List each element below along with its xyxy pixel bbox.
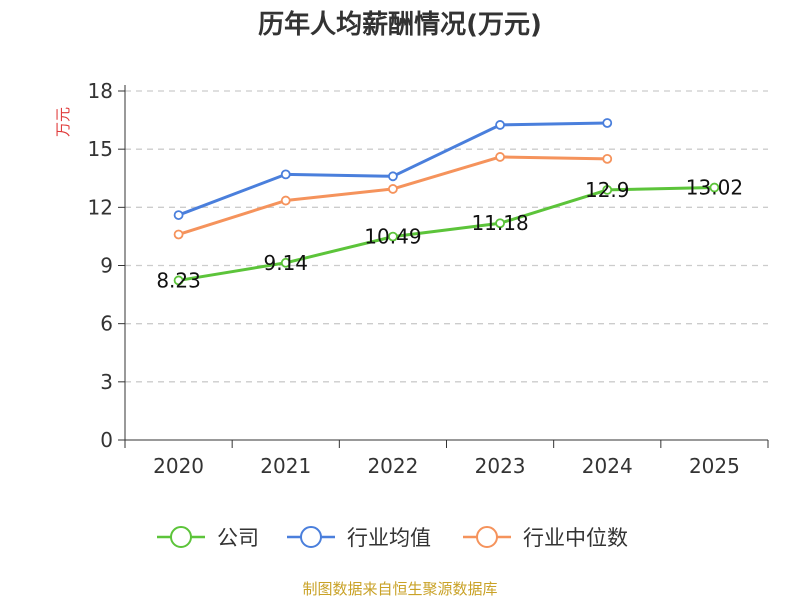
x-tick-label: 2023 [475, 454, 526, 478]
x-tick-labels: 2020 2021 2022 2023 2024 2025 [124, 440, 769, 478]
source-note: 制图数据来自恒生聚源数据库 [302, 580, 497, 598]
data-label: 11.18 [471, 211, 528, 235]
data-point [173, 210, 184, 220]
data-point [388, 184, 398, 194]
data-point [602, 118, 613, 128]
y-tick-labels: 0 3 6 9 12 15 18 [88, 79, 125, 452]
y-tick-label: 12 [88, 195, 113, 219]
data-label: 8.23 [156, 268, 201, 292]
data-labels: 8.23 9.14 10.49 11.18 12.9 13.02 [156, 176, 743, 293]
legend-item: 行业均值 [287, 526, 431, 550]
data-label: 10.49 [364, 225, 421, 249]
x-tick-label: 2022 [367, 454, 418, 478]
legend-label: 行业中位数 [523, 526, 628, 550]
data-point [280, 257, 291, 268]
legend-item: 公司 [157, 526, 259, 550]
y-tick-label: 0 [100, 428, 113, 452]
data-point [388, 171, 398, 182]
series-line [177, 186, 716, 282]
legend-item: 行业中位数 [463, 526, 628, 550]
legend-marker [170, 526, 192, 548]
data-label: 13.02 [686, 176, 743, 200]
data-point [388, 231, 398, 242]
x-tick-label: 2020 [153, 454, 204, 478]
series-0 [173, 182, 720, 286]
data-point [280, 195, 291, 206]
data-label: 12.9 [585, 178, 630, 202]
x-tick-label: 2024 [582, 454, 633, 478]
series-1 [173, 118, 613, 220]
chart-title: 历年人均薪酬情况(万元) [258, 9, 542, 40]
y-tick-label: 6 [100, 312, 113, 336]
legend-label: 公司 [217, 526, 259, 550]
x-tick-label: 2025 [689, 454, 740, 478]
data-point [173, 229, 184, 240]
y-tick-label: 15 [88, 137, 113, 161]
gridlines [125, 90, 768, 383]
data-point [709, 182, 720, 193]
y-axis-title: 万元 [54, 107, 72, 137]
series-line [177, 121, 609, 217]
data-point [495, 152, 505, 162]
series-2 [173, 152, 613, 240]
data-point [602, 153, 613, 164]
y-tick-label: 18 [88, 79, 113, 103]
data-label: 9.14 [263, 251, 308, 275]
data-point [495, 218, 505, 229]
legend-marker [476, 526, 498, 548]
legend-marker [300, 526, 322, 548]
data-point [602, 184, 613, 195]
y-tick-label: 9 [100, 254, 113, 278]
x-tick-label: 2021 [260, 454, 311, 478]
data-point [280, 169, 291, 180]
y-tick-label: 3 [100, 370, 113, 394]
data-point [173, 275, 184, 286]
legend-label: 行业均值 [347, 526, 431, 550]
series-line [177, 155, 609, 236]
data-point [495, 120, 505, 130]
legend: 公司 行业均值 行业中位数 [157, 526, 628, 550]
